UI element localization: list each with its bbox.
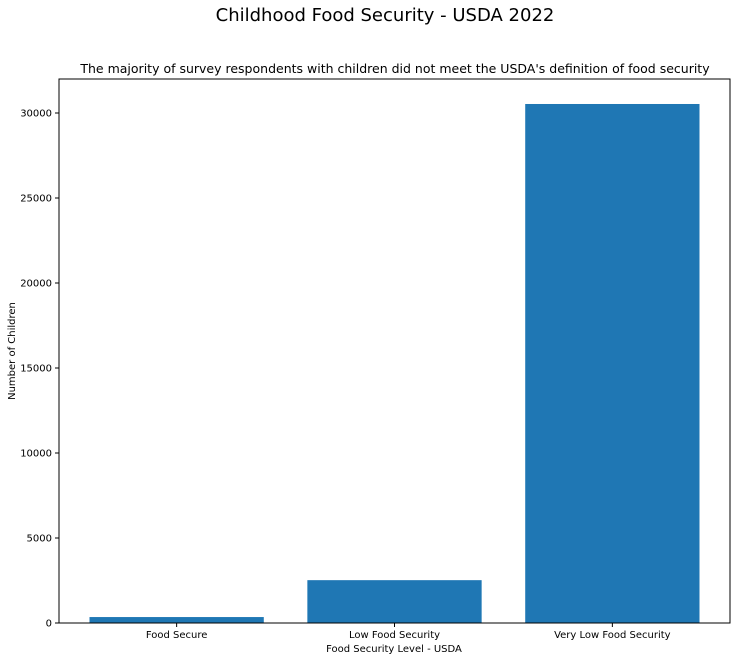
x-tick-label-1: Low Food Security bbox=[349, 630, 440, 641]
y-tick-label-5: 25000 bbox=[20, 194, 52, 205]
bar-1 bbox=[307, 580, 482, 623]
x-tick-label-2: Very Low Food Security bbox=[554, 630, 671, 641]
bar-2 bbox=[525, 103, 700, 624]
bar-0 bbox=[89, 617, 264, 623]
plot-frame bbox=[58, 78, 731, 624]
y-tick-label-0: 0 bbox=[46, 619, 52, 630]
y-tick-label-2: 10000 bbox=[20, 449, 52, 460]
x-tick-label-0: Food Secure bbox=[146, 630, 208, 641]
y-tick-label-6: 30000 bbox=[20, 109, 52, 120]
y-axis-ticks: 0 5000 10000 15000 20000 25000 30000 bbox=[20, 109, 59, 630]
chart-title: Childhood Food Security - USDA 2022 bbox=[216, 5, 555, 26]
bars-group bbox=[89, 103, 700, 624]
y-axis-label: Number of Children bbox=[7, 302, 18, 400]
y-tick-label-1: 5000 bbox=[27, 534, 52, 545]
y-tick-label-3: 15000 bbox=[20, 364, 52, 375]
x-axis-ticks: Food Secure Low Food Security Very Low Foo… bbox=[146, 623, 671, 641]
y-tick-label-4: 20000 bbox=[20, 279, 52, 290]
x-axis-label: Food Security Level - USDA bbox=[326, 644, 462, 655]
chart-subtitle: The majority of survey respondents with … bbox=[79, 61, 710, 76]
